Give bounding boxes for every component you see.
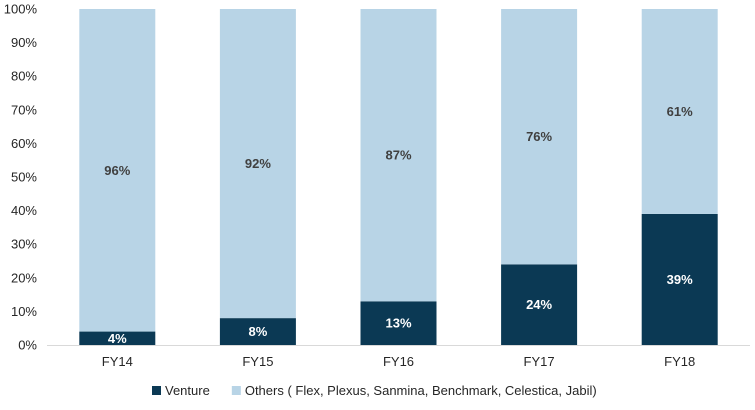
data-label-fy17-venture: 24% bbox=[526, 297, 552, 312]
legend: Venture Others ( Flex, Plexus, Sanmina, B… bbox=[152, 383, 597, 398]
x-tick-label: FY18 bbox=[664, 354, 695, 369]
bar-fy15-others bbox=[219, 9, 296, 319]
data-label-fy14-others: 96% bbox=[104, 163, 130, 178]
legend-label-venture: Venture bbox=[165, 383, 210, 398]
y-tick-label: 70% bbox=[11, 102, 37, 117]
bar-fy18-others bbox=[641, 9, 718, 214]
y-tick-label: 0% bbox=[18, 338, 37, 353]
bar-data-labels: 4% 96% 8% 92% 13% 87% 24% 76% 39% 61% bbox=[104, 104, 693, 346]
bar-fy17-venture bbox=[501, 264, 578, 345]
bar-series bbox=[79, 9, 718, 345]
data-label-fy16-others: 87% bbox=[385, 148, 411, 163]
y-axis-ticks: 0% 10% 20% 30% 40% 50% 60% 70% 80% 90% 100% bbox=[4, 2, 38, 353]
legend-swatch-others bbox=[231, 386, 241, 395]
bar-fy16-venture bbox=[360, 301, 437, 345]
x-axis-labels: FY14 FY15 FY16 FY17 FY18 bbox=[102, 354, 695, 369]
legend-label-others: Others ( Flex, Plexus, Sanmina, Benchmar… bbox=[245, 383, 597, 398]
y-tick-label: 60% bbox=[11, 136, 37, 151]
bar-fy14-venture bbox=[79, 331, 156, 345]
bar-fy14-others bbox=[79, 9, 156, 332]
y-tick-label: 50% bbox=[11, 170, 37, 185]
y-tick-label: 30% bbox=[11, 237, 37, 252]
data-label-fy14-venture: 4% bbox=[108, 331, 127, 346]
data-label-fy15-others: 92% bbox=[245, 156, 271, 171]
data-label-fy17-others: 76% bbox=[526, 129, 552, 144]
y-tick-label: 100% bbox=[4, 2, 38, 17]
x-tick-label: FY14 bbox=[102, 354, 133, 369]
y-tick-label: 20% bbox=[11, 270, 37, 285]
bar-fy16-others bbox=[360, 9, 437, 302]
bar-fy15-venture bbox=[219, 318, 296, 345]
x-tick-label: FY16 bbox=[383, 354, 414, 369]
x-tick-label: FY15 bbox=[242, 354, 273, 369]
y-tick-label: 10% bbox=[11, 304, 37, 319]
y-tick-label: 40% bbox=[11, 203, 37, 218]
data-label-fy16-venture: 13% bbox=[385, 316, 411, 331]
y-tick-label: 80% bbox=[11, 69, 37, 84]
x-tick-label: FY17 bbox=[524, 354, 555, 369]
legend-swatch-venture bbox=[152, 386, 161, 395]
data-label-fy15-venture: 8% bbox=[249, 324, 268, 339]
data-label-fy18-venture: 39% bbox=[667, 272, 693, 287]
y-tick-label: 90% bbox=[11, 35, 37, 50]
bar-fy18-venture bbox=[641, 213, 718, 345]
bar-fy17-others bbox=[501, 9, 578, 265]
data-label-fy18-others: 61% bbox=[667, 104, 693, 119]
